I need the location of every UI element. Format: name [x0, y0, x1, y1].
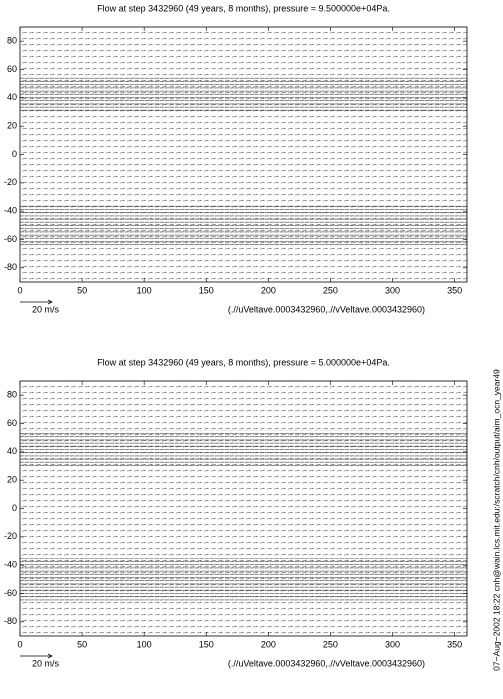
x-tick-label: 100 — [137, 639, 152, 649]
x-tick-label: 350 — [447, 639, 462, 649]
x-tick-label: 350 — [447, 285, 462, 295]
source-label: (.//uVeltave.0003432960,.//vVeltave.0003… — [228, 658, 425, 668]
vector-field-band — [20, 430, 467, 466]
y-tick-label: 60 — [7, 64, 17, 74]
y-tick-label: -40 — [4, 560, 17, 570]
y-tick-label: 20 — [7, 121, 17, 131]
x-tick-label: 250 — [323, 639, 338, 649]
y-tick-label: -20 — [4, 177, 17, 187]
y-tick-label: -40 — [4, 206, 17, 216]
y-tick-label: 40 — [7, 446, 17, 456]
y-tick-label: -60 — [4, 234, 17, 244]
chart-title: Flow at step 3432960 (49 years, 8 months… — [97, 357, 390, 367]
side-note: 07−Aug−2002 18:22 cnh@wain.lcs.mit.edu:/… — [491, 369, 501, 671]
y-tick-label: 40 — [7, 92, 17, 102]
x-tick-label: 100 — [137, 285, 152, 295]
x-tick-label: 50 — [77, 285, 87, 295]
x-tick-label: 150 — [199, 285, 214, 295]
x-tick-label: 250 — [323, 285, 338, 295]
vector-field-band — [20, 204, 467, 247]
vector-field-band — [20, 76, 467, 112]
y-tick-label: 80 — [7, 36, 17, 46]
y-tick-label: 60 — [7, 418, 17, 428]
scale-label: 20 m/s — [32, 658, 60, 668]
x-tick-label: 150 — [199, 639, 214, 649]
x-tick-label: 200 — [261, 639, 276, 649]
y-tick-label: -80 — [4, 616, 17, 626]
y-tick-label: -20 — [4, 531, 17, 541]
x-tick-label: 300 — [385, 639, 400, 649]
x-tick-label: 0 — [17, 285, 22, 295]
scale-label: 20 m/s — [32, 304, 60, 314]
y-tick-label: 0 — [12, 503, 17, 513]
chart-title: Flow at step 3432960 (49 years, 8 months… — [97, 3, 390, 13]
vector-field-band — [20, 558, 467, 601]
x-tick-label: 300 — [385, 285, 400, 295]
y-tick-label: -80 — [4, 262, 17, 272]
x-tick-label: 200 — [261, 285, 276, 295]
x-tick-label: 50 — [77, 639, 87, 649]
y-tick-label: -60 — [4, 588, 17, 598]
scale-arrow-head — [47, 299, 53, 305]
y-tick-label: 20 — [7, 475, 17, 485]
scale-arrow-head — [47, 653, 53, 659]
x-tick-label: 0 — [17, 639, 22, 649]
y-tick-label: 80 — [7, 390, 17, 400]
y-tick-label: 0 — [12, 149, 17, 159]
source-label: (.//uVeltave.0003432960,.//vVeltave.0003… — [228, 304, 425, 314]
